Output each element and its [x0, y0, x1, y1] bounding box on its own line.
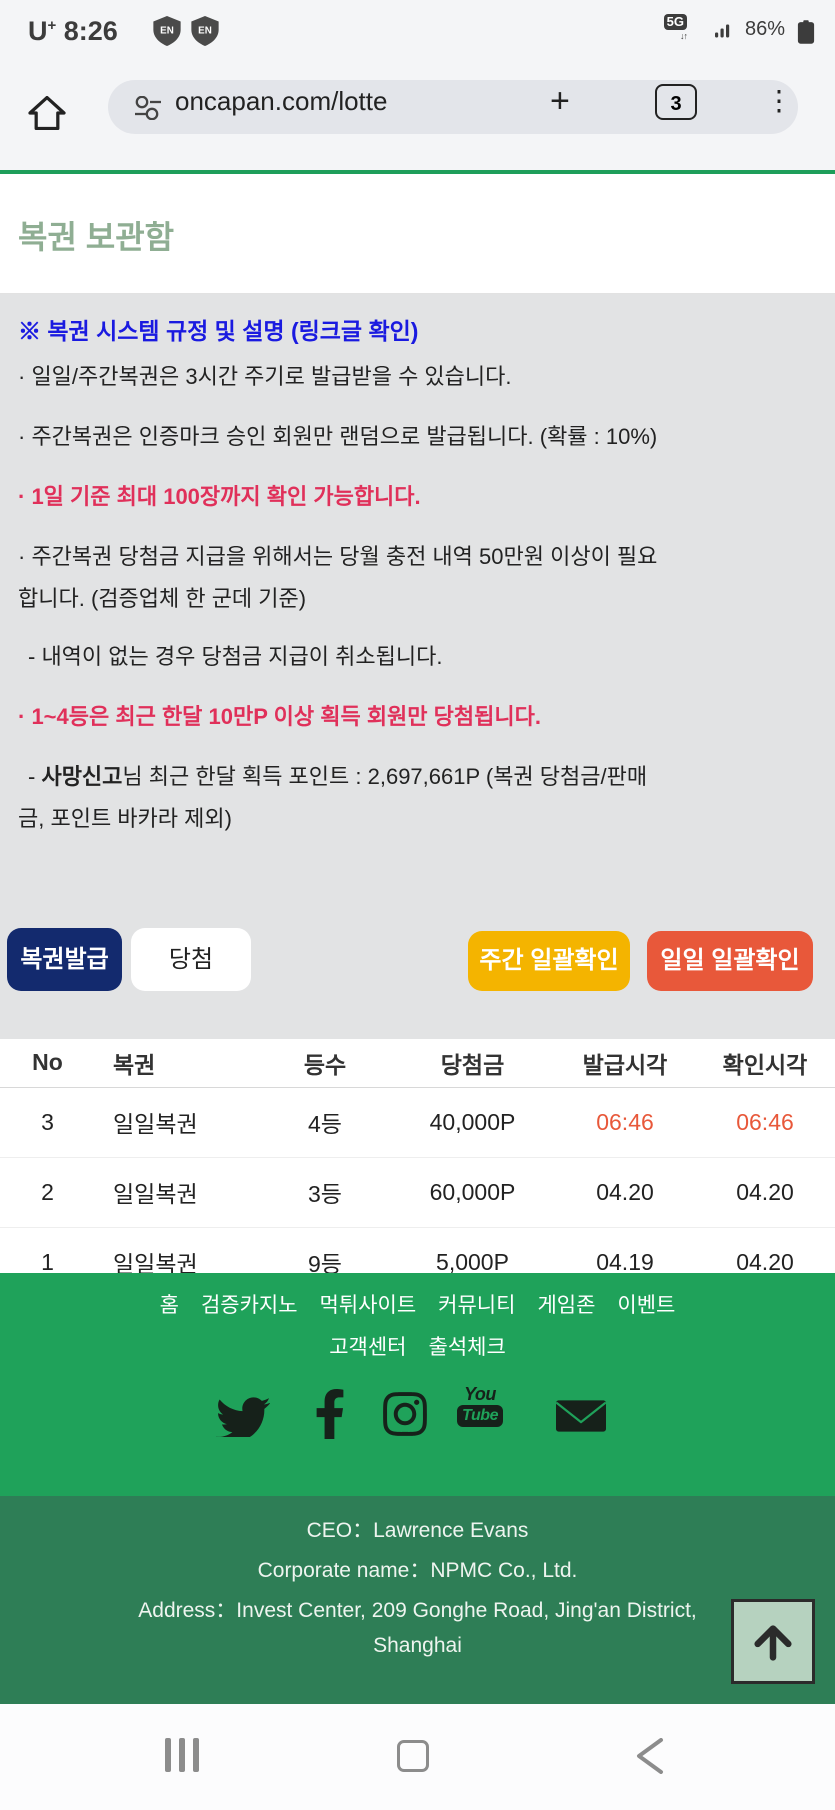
svg-text:EN: EN	[198, 26, 212, 37]
svg-text:EN: EN	[160, 26, 174, 37]
